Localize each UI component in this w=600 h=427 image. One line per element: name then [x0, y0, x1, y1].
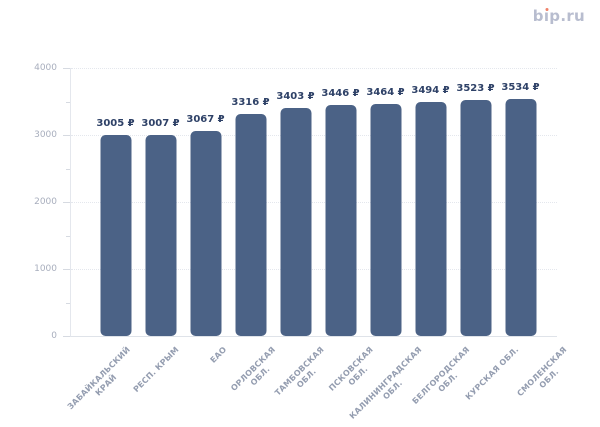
bip-logo[interactable]: bı p.ru [533, 7, 585, 25]
y-minor-tick-2500 [66, 168, 70, 170]
bar-value-label: 3534 ₽ [501, 82, 540, 94]
gridline-4000 [71, 68, 557, 69]
bar[interactable] [235, 113, 266, 336]
gridline-3000 [71, 135, 557, 136]
y-minor-tick-500 [66, 302, 70, 304]
logo-text-before-i: b [532, 7, 544, 25]
bar-value-label: 3005 ₽ [96, 117, 135, 129]
bar-value-label: 3316 ₽ [231, 96, 270, 108]
bar-cell: 3005 ₽ [93, 68, 138, 336]
x-tick-label: ЗАБАЙКАЛЬСКИЙ КРАЙ [65, 345, 132, 412]
y-major-tick-1000 [63, 269, 70, 270]
bar-cell: 3523 ₽ [453, 68, 498, 336]
plot-area: 3005 ₽ 3007 ₽ 3067 ₽ 3316 ₽ 3403 ₽ 3446 ₽ 3464… [70, 68, 557, 337]
x-category-cell: СМОЛЕНСКАЯ ОБЛ. [516, 336, 578, 427]
bar-value-label: 3446 ₽ [321, 88, 360, 100]
bar-value-label: 3007 ₽ [141, 117, 180, 129]
bar-cell: 3067 ₽ [183, 68, 228, 336]
bar-cell: 3494 ₽ [408, 68, 453, 336]
bar[interactable] [190, 130, 221, 336]
x-axis: ЗАБАЙКАЛЬСКИЙ КРАЙ РЕСП. КРЫМ ЕАО ОРЛОВСКАЯ О… [65, 336, 592, 427]
y-minor-tick-3500 [66, 101, 70, 103]
bar-cell: 3316 ₽ [228, 68, 273, 336]
y-major-tick-0 [63, 336, 70, 337]
x-category-cell: ЗАБАЙКАЛЬСКИЙ КРАЙ [65, 336, 141, 427]
bar[interactable] [460, 99, 491, 336]
y-axis: 0 1000 2000 3000 4000 [0, 63, 70, 341]
logo-i-dot-icon [545, 8, 549, 11]
bar-value-label: 3464 ₽ [366, 86, 405, 98]
y-major-tick-4000 [63, 68, 70, 69]
y-major-tick-2000 [63, 202, 70, 203]
x-category-cell: РЕСП. КРЫМ [131, 336, 190, 427]
bar[interactable] [505, 99, 536, 336]
bar[interactable] [325, 105, 356, 336]
x-category-cell: ЕАО [189, 336, 238, 427]
logo-text-after-i: p.ru [549, 7, 585, 25]
x-category-cell: БЕЛГОРОДСКАЯ ОБЛ. [411, 336, 481, 427]
y-major-tick-3000 [63, 135, 70, 136]
bar-cell: 3446 ₽ [318, 68, 363, 336]
x-tick-label: ЕАО [209, 345, 229, 365]
y-tick-label-1000: 1000 [34, 264, 57, 274]
y-tick-label-4000: 4000 [34, 63, 57, 73]
bar[interactable] [370, 103, 401, 336]
bar[interactable] [280, 108, 311, 336]
gridline-1000 [71, 269, 557, 270]
bar[interactable] [100, 134, 131, 336]
x-category-cell: ТАМБОВСКАЯ ОБЛ. [273, 336, 335, 427]
logo-letter-i: ı [543, 7, 550, 25]
y-minor-tick-1500 [66, 235, 70, 237]
bar[interactable] [415, 101, 446, 336]
bar[interactable] [145, 134, 176, 336]
bar-value-label: 3523 ₽ [456, 82, 495, 94]
x-category-cell: ОРЛОВСКАЯ ОБЛ. [230, 336, 287, 427]
y-tick-label-2000: 2000 [34, 197, 57, 207]
bars-row: 3005 ₽ 3007 ₽ 3067 ₽ 3316 ₽ 3403 ₽ 3446 ₽ 3464… [71, 68, 557, 336]
x-category-cell: КУРСКАЯ ОБЛ. [464, 336, 530, 427]
bar-cell: 3007 ₽ [138, 68, 183, 336]
bar-cell: 3464 ₽ [363, 68, 408, 336]
bar-value-label: 3067 ₽ [186, 113, 225, 125]
bar-cell: 3403 ₽ [273, 68, 318, 336]
y-tick-label-0: 0 [51, 331, 57, 341]
y-tick-label-3000: 3000 [34, 130, 57, 140]
bar-cell: 3534 ₽ [498, 68, 543, 336]
bar-value-label: 3403 ₽ [276, 91, 315, 102]
gridline-2000 [71, 202, 557, 203]
bar-value-label: 3494 ₽ [411, 84, 450, 96]
